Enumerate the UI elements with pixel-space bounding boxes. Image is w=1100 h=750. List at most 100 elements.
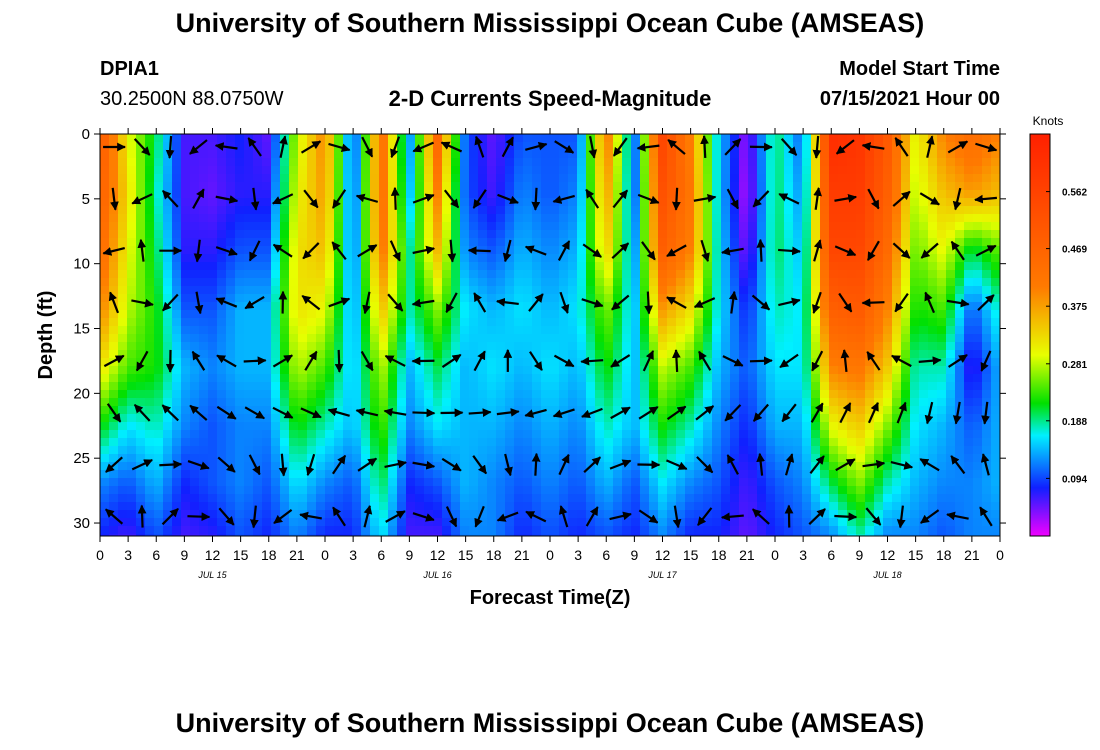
current-arrow	[214, 142, 238, 151]
current-arrow	[384, 354, 406, 367]
current-arrow	[781, 403, 797, 423]
current-arrow	[355, 407, 379, 417]
current-arrow	[161, 507, 179, 526]
current-arrow	[496, 408, 520, 417]
current-arrow	[862, 459, 886, 469]
current-arrow	[610, 406, 631, 420]
current-arrow	[411, 298, 435, 308]
current-arrow	[946, 298, 970, 308]
current-arrow	[133, 404, 151, 422]
current-arrow	[891, 354, 912, 368]
current-arrow	[975, 142, 998, 153]
current-arrow	[553, 354, 575, 368]
current-arrow	[835, 458, 856, 472]
current-arrow	[191, 350, 206, 371]
current-arrow	[383, 407, 407, 417]
current-arrow	[780, 138, 798, 156]
current-arrow	[390, 186, 400, 210]
current-arrow	[666, 459, 688, 470]
current-arrow	[778, 246, 801, 256]
current-arrow	[187, 512, 211, 522]
x-tick-label: 6	[377, 547, 385, 563]
current-arrow	[363, 505, 373, 528]
current-arrow	[248, 454, 261, 476]
colorbar-unit: Knots	[1033, 114, 1064, 128]
current-arrow	[473, 292, 487, 313]
current-arrow	[412, 460, 436, 470]
current-arrow	[612, 189, 629, 209]
current-arrow	[756, 452, 765, 476]
current-arrow	[131, 459, 153, 471]
current-arrow	[412, 512, 435, 522]
current-arrow	[301, 294, 321, 311]
current-arrow	[110, 187, 119, 211]
current-arrow	[189, 139, 208, 155]
x-tick-label: 21	[739, 547, 755, 563]
current-arrow	[331, 189, 347, 209]
current-arrow	[809, 455, 825, 475]
current-arrow	[720, 512, 744, 522]
x-tick-label: 15	[458, 547, 474, 563]
current-arrow	[838, 292, 853, 313]
current-arrow	[497, 193, 519, 205]
current-arrow	[299, 511, 322, 521]
x-tick-label: 12	[655, 547, 671, 563]
current-arrow	[610, 354, 631, 368]
current-arrow	[975, 244, 997, 257]
x-tick-label: 6	[827, 547, 835, 563]
current-arrow	[865, 507, 882, 526]
current-arrow	[244, 295, 265, 310]
current-arrow	[977, 294, 995, 312]
current-arrow	[137, 238, 147, 262]
y-tick-label: 10	[73, 256, 90, 273]
current-arrow	[947, 140, 969, 154]
current-arrow	[441, 457, 462, 472]
y-axis: 0 5 10 15 20 25 30	[73, 126, 1006, 532]
current-arrow	[215, 246, 238, 256]
current-arrow	[728, 290, 738, 314]
current-arrow	[588, 135, 598, 159]
x-tick-label: 3	[574, 547, 582, 563]
current-arrow	[412, 193, 435, 204]
current-arrow	[894, 137, 909, 157]
current-arrow	[918, 356, 942, 366]
day-label: JUL 16	[422, 570, 451, 580]
x-tick-label: 9	[855, 547, 863, 563]
colorbar-tick-label: 0.469	[1062, 245, 1087, 256]
current-arrow	[131, 193, 153, 205]
current-arrow	[137, 504, 147, 528]
y-tick-label: 30	[73, 515, 90, 532]
x-axis: 0 3 6 9 12 15 18 21 0 3 6 9 12 15 18 21 0 3 6 9 12 15 18 21 0 3 6 9…	[96, 128, 1004, 580]
x-tick-label: 15	[233, 547, 249, 563]
current-arrow	[304, 350, 318, 371]
current-arrow	[474, 135, 485, 158]
current-arrow	[362, 291, 371, 315]
current-arrow	[834, 245, 857, 257]
current-arrow	[105, 508, 124, 525]
current-arrow	[585, 188, 600, 209]
current-arrow	[638, 406, 659, 420]
current-arrow	[332, 506, 346, 527]
current-arrow	[412, 141, 434, 153]
current-arrow	[106, 403, 122, 423]
current-arrow	[974, 194, 997, 204]
x-tick-label: 9	[630, 547, 638, 563]
current-arrow	[272, 193, 294, 205]
current-arrow	[559, 291, 570, 314]
current-arrow	[355, 193, 379, 203]
station-id: DPIA1	[100, 58, 159, 80]
current-arrow	[445, 506, 458, 528]
current-arrow	[979, 506, 993, 527]
current-arrow	[693, 193, 717, 203]
current-arrow	[496, 297, 519, 307]
current-arrow	[813, 187, 822, 210]
current-arrow	[248, 240, 261, 262]
current-arrow	[441, 353, 462, 368]
x-tick-label: 12	[880, 547, 896, 563]
current-arrow	[162, 190, 179, 208]
colorbar-tick-label: 0.562	[1062, 188, 1087, 199]
current-arrow	[666, 405, 687, 421]
current-arrow	[642, 350, 655, 372]
current-arrow	[305, 453, 316, 477]
footer-title: University of Southern Mississippi Ocean…	[175, 708, 925, 738]
